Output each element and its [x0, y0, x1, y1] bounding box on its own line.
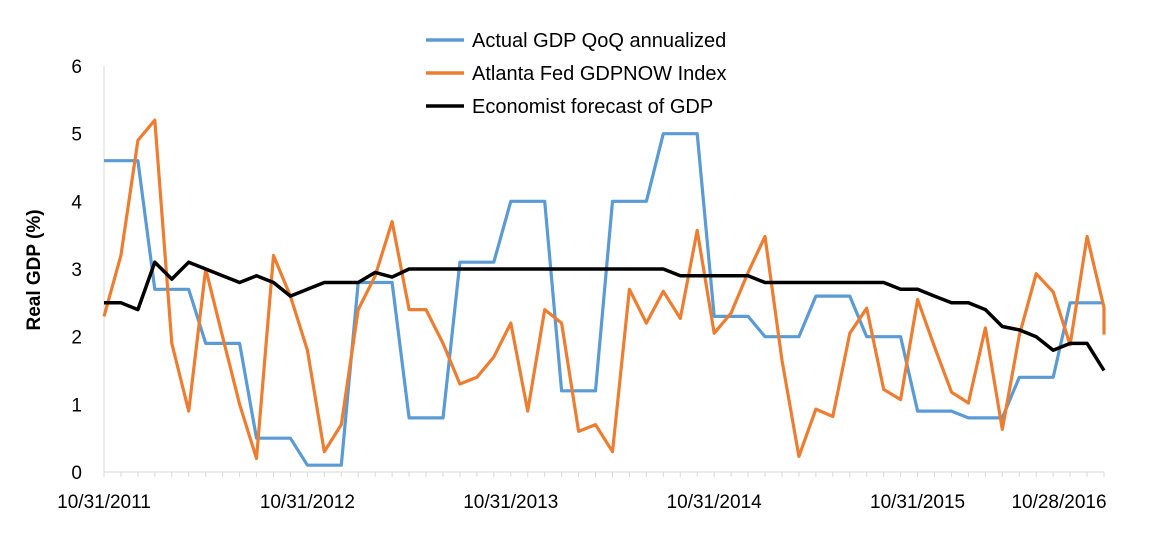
y-tick-label: 6 — [71, 57, 82, 78]
legend-label: Economist forecast of GDP — [472, 96, 713, 118]
y-tick-label: 3 — [71, 260, 82, 281]
x-tick-label: 10/31/2013 — [463, 492, 558, 513]
series-line-3 — [104, 260, 1106, 372]
y-tick-label: 5 — [71, 125, 82, 146]
y-axis: 0 1 2 3 4 5 6 — [71, 57, 105, 484]
x-axis: 10/31/2011 10/31/2012 10/31/2013 10/31/2014… — [57, 471, 1107, 513]
x-tick-label: 10/31/2015 — [870, 492, 965, 513]
legend-label: Actual GDP QoQ annualized — [472, 30, 726, 52]
x-tick-label: 10/28/2016 — [1011, 492, 1106, 513]
x-tick-label: 10/31/2011 — [57, 492, 151, 513]
series-line-2 — [102, 118, 1106, 461]
y-tick-label: 2 — [71, 328, 82, 349]
y-axis-title: Real GDP (%) — [24, 209, 45, 330]
y-tick-label: 1 — [71, 395, 82, 416]
y-tick-label: 4 — [71, 192, 82, 213]
legend: Actual GDP QoQ annualized Atlanta Fed GDP… — [426, 30, 727, 118]
x-tick-label: 10/31/2014 — [667, 492, 763, 513]
y-tick-label: 0 — [71, 463, 82, 484]
series-line-1 — [104, 132, 1104, 467]
series-group — [102, 118, 1106, 467]
x-tick-label: 10/31/2012 — [260, 492, 355, 513]
legend-label: Atlanta Fed GDPNOW Index — [472, 63, 727, 85]
